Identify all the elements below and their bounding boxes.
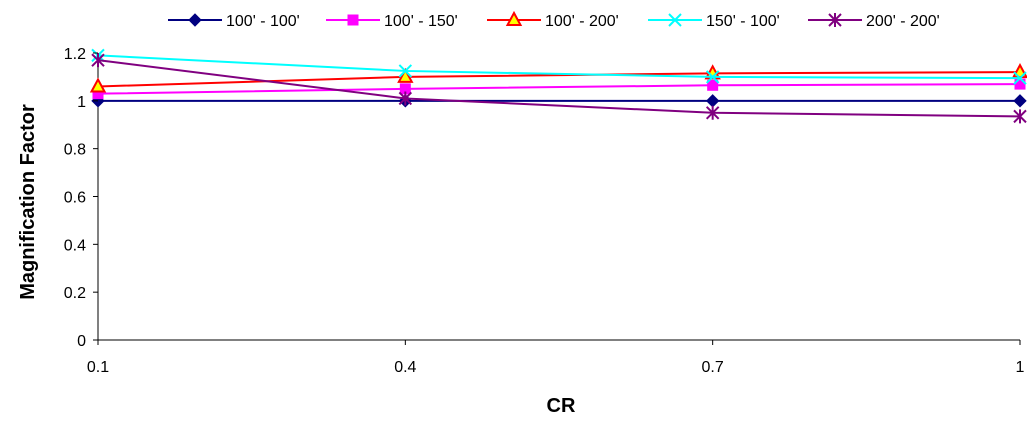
x-axis-ticks: 0.1 0.4 0.7 1: [87, 340, 1025, 376]
legend-marker: [188, 13, 202, 27]
y-axis-ticks: 0 0.2 0.4 0.6 0.8 1 1.2: [64, 46, 98, 350]
legend-marker: [347, 14, 359, 26]
legend-item: 100' - 200': [487, 10, 619, 30]
data-point: [705, 94, 720, 108]
legend-label: 100' - 150': [384, 13, 458, 30]
y-tick-label: 0.8: [64, 142, 86, 159]
data-point: [89, 77, 107, 93]
data-point: [398, 91, 413, 106]
series-4: [91, 48, 1027, 85]
legend-item: 150' - 100': [648, 13, 780, 30]
legend-marker: [828, 13, 842, 27]
y-tick-label: 0.4: [64, 237, 86, 254]
data-point: [1013, 109, 1027, 124]
x-tick-label: 0.4: [394, 359, 416, 376]
data-point: [1013, 94, 1027, 108]
legend-label: 100' - 200': [545, 13, 619, 30]
legend-marker: [668, 13, 682, 27]
data-point: [398, 64, 413, 78]
legend-marker: [505, 10, 523, 26]
y-tick-label: 0.2: [64, 285, 86, 302]
series-5: [91, 53, 1027, 124]
legend-label: 100' - 100': [226, 13, 300, 30]
legend: 100' - 100' 100' - 150' 100' - 200' 150' - …: [168, 10, 940, 30]
data-point: [705, 70, 720, 84]
y-tick-label: 1: [77, 94, 86, 111]
legend-label: 150' - 100': [706, 13, 780, 30]
data-point: [1011, 63, 1027, 79]
y-tick-label: 1.2: [64, 46, 86, 63]
legend-label: 200' - 200': [866, 13, 940, 30]
data-point: [397, 67, 414, 83]
data-point: [705, 105, 720, 120]
x-axis-title: CR: [547, 395, 576, 417]
x-tick-label: 0.7: [702, 359, 724, 376]
y-tick-label: 0.6: [64, 190, 86, 207]
x-tick-label: 0.1: [87, 359, 109, 376]
y-tick-label: 0: [77, 333, 86, 350]
x-tick-label: 1: [1016, 359, 1025, 376]
legend-item: 100' - 150': [326, 13, 458, 30]
y-axis-title: Magnification Factor: [17, 104, 39, 300]
series-line: [97, 54, 1021, 80]
data-point: [707, 79, 719, 91]
plot-area: [89, 48, 1027, 341]
series-line: [97, 83, 1021, 95]
legend-item: 200' - 200': [808, 13, 940, 30]
series-line: [97, 71, 1021, 88]
legend-item: 100' - 100': [168, 13, 300, 30]
series-line: [97, 59, 1021, 118]
data-point: [91, 53, 105, 68]
data-point: [1013, 71, 1027, 85]
series-2: [92, 78, 1026, 100]
